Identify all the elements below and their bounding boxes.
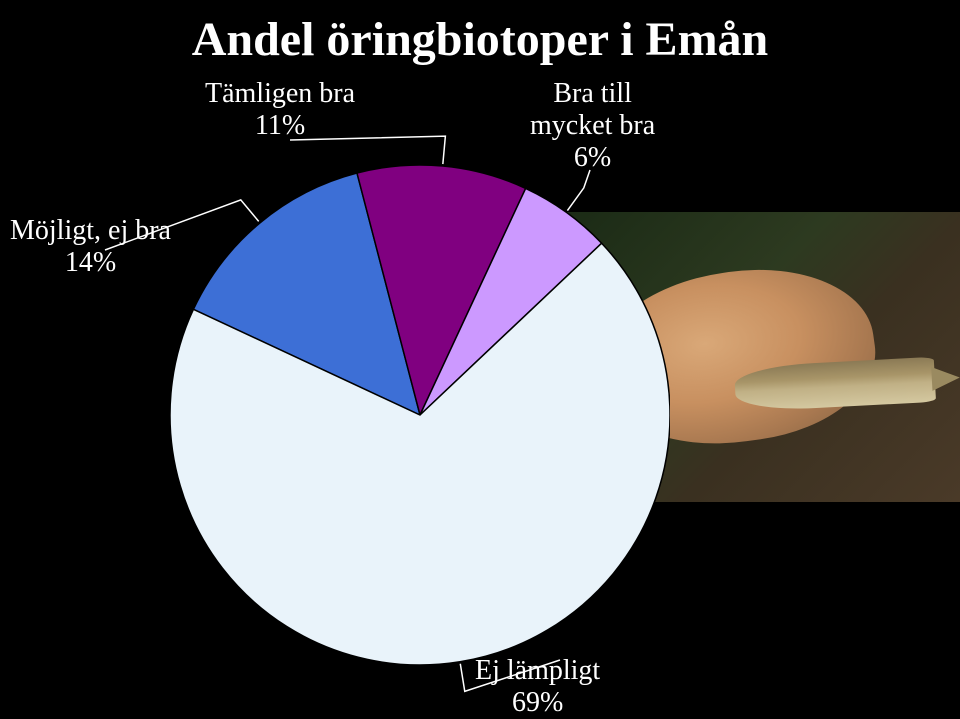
label-mojligt: Möjligt, ej bra 14%: [10, 215, 171, 279]
pie-chart: [170, 165, 670, 665]
label-tamligen: Tämligen bra 11%: [205, 78, 355, 142]
chart-title: Andel öringbiotoper i Emån: [0, 0, 960, 67]
label-bra-till: Bra till mycket bra 6%: [530, 78, 655, 175]
